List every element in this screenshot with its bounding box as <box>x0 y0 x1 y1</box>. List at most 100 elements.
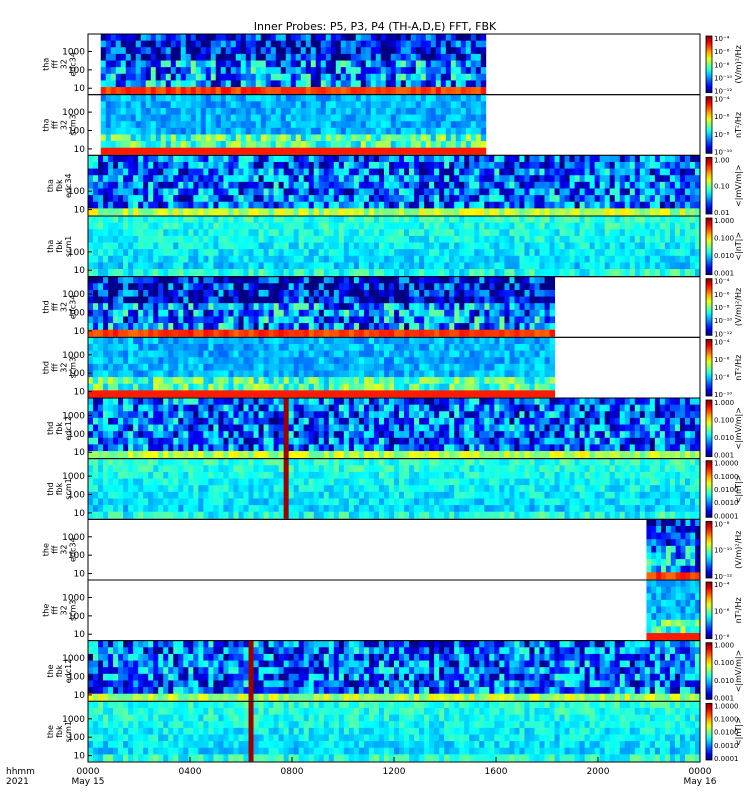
spectrogram-cell <box>278 216 285 224</box>
spectrogram-cell <box>435 80 442 88</box>
colorbar-tick-label: 10⁻¹² <box>714 88 732 96</box>
spectrogram-cell <box>290 80 297 88</box>
spectrogram-cell <box>265 47 272 55</box>
y-tick-label: 100 <box>68 248 85 258</box>
spectrogram-cell <box>218 329 224 337</box>
spectrogram-cell <box>150 47 157 55</box>
spectrogram-cell <box>343 181 350 189</box>
spectrogram-cell <box>629 249 636 257</box>
spectrogram-cell <box>394 316 400 324</box>
spectrogram-cell <box>195 134 202 142</box>
spectrogram-cell <box>409 316 415 324</box>
spectrogram-cell <box>429 229 435 237</box>
spectrogram-cell <box>173 343 179 351</box>
spectrogram-cell <box>459 303 465 311</box>
spectrogram-cell <box>200 127 207 135</box>
spectrogram-cell <box>330 114 337 122</box>
spectrogram-cell <box>484 255 490 263</box>
spectrogram-cell <box>619 188 626 196</box>
spectrogram-cell <box>168 289 174 297</box>
spectrogram-cell <box>265 34 272 42</box>
spectrogram-cell <box>255 94 262 102</box>
spectrogram-cell <box>168 161 174 169</box>
spectrogram-cell <box>378 155 385 163</box>
spectrogram-cell <box>88 303 94 311</box>
spectrogram-cell <box>679 168 686 176</box>
spectrogram-cell <box>105 87 112 95</box>
spectrogram-cell <box>484 316 490 324</box>
spectrogram-cell <box>323 188 330 196</box>
spectrogram-cell <box>213 337 219 345</box>
spectrogram-cell <box>245 147 252 155</box>
spectrogram-cell <box>669 188 676 196</box>
spectrogram-cell <box>163 363 169 371</box>
spectrogram-cell <box>674 249 681 257</box>
spectrogram-cell <box>348 283 355 291</box>
y-tick-label: 1000 <box>62 47 85 57</box>
spectrogram-cell <box>449 175 455 183</box>
spectrogram-cell <box>338 269 345 277</box>
spectrogram-cell <box>679 161 686 169</box>
spectrogram-cell <box>554 175 560 183</box>
spectrogram-cell <box>205 53 212 61</box>
colorbar-tick-label: 10⁻⁶ <box>714 291 730 299</box>
spectrogram-cell <box>454 296 460 304</box>
spectrogram-cell <box>173 249 179 257</box>
spectrogram-cell <box>454 168 460 176</box>
spectrogram-cell <box>405 40 412 48</box>
spectrogram-cell <box>148 249 154 257</box>
spectrogram-cell <box>175 107 182 115</box>
spectrogram-cell <box>120 60 127 68</box>
spectrogram-cell <box>133 155 139 163</box>
spectrogram-cell <box>103 269 109 277</box>
spectrogram-cell <box>118 249 124 257</box>
spectrogram-cell <box>389 316 395 324</box>
spectrogram-cell <box>409 208 415 216</box>
spectrogram-cell <box>474 303 480 311</box>
spectrogram-cell <box>469 229 475 237</box>
spectrogram-cell <box>474 195 480 203</box>
spectrogram-cell <box>409 255 415 263</box>
spectrogram-cell <box>143 195 149 203</box>
spectrogram-cell <box>148 296 154 304</box>
spectrogram-cell <box>394 175 400 183</box>
spectrogram-cell <box>674 155 681 163</box>
spectrogram-cell <box>539 155 545 163</box>
spectrogram-cell <box>145 80 152 88</box>
spectrogram-cell <box>494 255 500 263</box>
spectrogram-cell <box>569 242 575 250</box>
spectrogram-cell <box>120 147 127 155</box>
spectrogram-cell <box>168 168 174 176</box>
spectrogram-cell <box>313 316 320 324</box>
spectrogram-cell <box>133 343 139 351</box>
spectrogram-cell <box>480 114 487 122</box>
spectrogram-cell <box>574 208 581 216</box>
spectrogram-cell <box>93 303 99 311</box>
spectrogram-cell <box>323 208 330 216</box>
spectrogram-cell <box>223 249 229 257</box>
spectrogram-cell <box>469 242 475 250</box>
spectrogram-cell <box>479 181 485 189</box>
spectrogram-cell <box>425 73 432 81</box>
spectrogram-cell <box>323 262 330 270</box>
spectrogram-cell <box>579 155 586 163</box>
spectrogram-cell <box>225 73 232 81</box>
spectrogram-cell <box>399 216 405 224</box>
spectrogram-cell <box>115 134 122 142</box>
spectrogram-cell <box>629 216 636 224</box>
spectrogram-cell <box>355 114 362 122</box>
spectrogram-cell <box>514 229 520 237</box>
spectrogram-cell <box>529 269 535 277</box>
spectrogram-cell <box>158 181 164 189</box>
spectrogram-cell <box>343 289 350 297</box>
spectrogram-cell <box>150 101 157 109</box>
spectrogram-cell <box>504 296 510 304</box>
spectrogram-cell <box>414 262 420 270</box>
spectrogram-cell <box>288 329 295 337</box>
spectrogram-cell <box>170 73 177 81</box>
spectrogram-cell <box>128 229 134 237</box>
spectrogram-cell <box>454 201 460 209</box>
spectrogram-cell <box>389 276 395 284</box>
spectrogram-cell <box>253 357 260 365</box>
spectrogram-cell <box>388 155 395 163</box>
